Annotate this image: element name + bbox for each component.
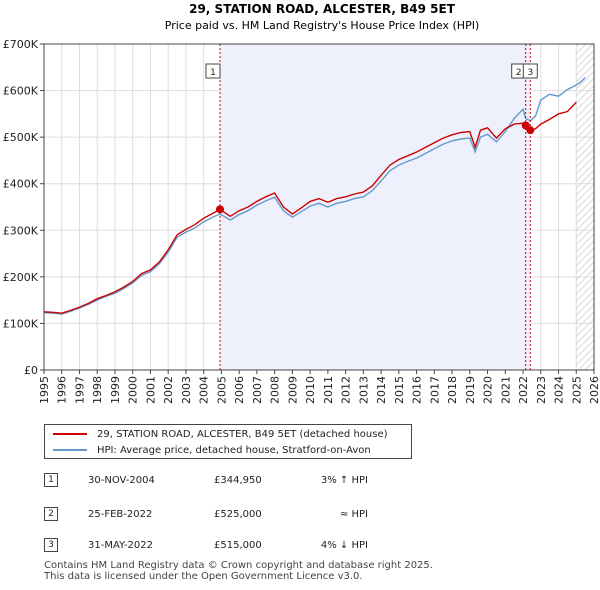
x-tick-label: 2002 bbox=[162, 376, 175, 404]
transaction-row: 2 25-FEB-2022 £525,000 ≈ HPI bbox=[44, 505, 384, 523]
sale-label-box: 3 bbox=[522, 63, 538, 79]
x-tick-label: 2020 bbox=[482, 376, 495, 404]
transaction-hpi: ≈ HPI bbox=[339, 508, 368, 520]
x-tick-label: 2005 bbox=[215, 376, 228, 404]
x-tick-label: 2025 bbox=[570, 376, 583, 404]
x-tick-label: 1998 bbox=[91, 376, 104, 404]
transaction-badge: 3 bbox=[44, 538, 58, 552]
x-tick-label: 2003 bbox=[180, 376, 193, 404]
chart-subtitle: Price paid vs. HM Land Registry's House … bbox=[165, 19, 480, 32]
attribution-footer: Contains HM Land Registry data © Crown c… bbox=[44, 560, 433, 582]
x-tick-label: 2008 bbox=[269, 376, 282, 404]
hpi-line bbox=[43, 77, 586, 315]
property-price-line bbox=[43, 101, 577, 314]
x-tick-label: 2007 bbox=[251, 376, 264, 404]
y-tick-label: £600K bbox=[3, 85, 39, 98]
transaction-row: 3 31-MAY-2022 £515,000 4% ↓ HPI bbox=[44, 536, 384, 554]
x-tick-label: 2006 bbox=[233, 376, 246, 404]
x-tick-label: 2019 bbox=[464, 376, 477, 404]
ownership-shading bbox=[220, 44, 531, 370]
transaction-date: 31-MAY-2022 bbox=[88, 539, 154, 551]
x-tick-label: 2018 bbox=[446, 376, 459, 404]
x-tick-label: 2021 bbox=[499, 376, 512, 404]
forecast-hatch bbox=[576, 44, 594, 370]
x-tick-label: 2004 bbox=[198, 376, 211, 404]
sale-label: 1 bbox=[210, 68, 216, 78]
attribution-line-2: This data is licensed under the Open Gov… bbox=[44, 571, 363, 582]
x-tick-label: 2017 bbox=[428, 376, 441, 404]
y-tick-label: £0 bbox=[24, 364, 38, 377]
sale-label: 2 bbox=[516, 68, 522, 78]
x-tick-label: 2024 bbox=[553, 376, 566, 404]
x-tick-label: 1996 bbox=[56, 376, 69, 404]
x-tick-label: 2013 bbox=[357, 376, 370, 404]
legend: 29, STATION ROAD, ALCESTER, B49 5ET (det… bbox=[44, 424, 412, 459]
x-tick-label: 2026 bbox=[588, 376, 600, 404]
x-tick-label: 2015 bbox=[393, 376, 406, 404]
y-tick-label: £500K bbox=[3, 131, 39, 144]
y-tick-label: £200K bbox=[3, 271, 39, 284]
sale-label: 3 bbox=[527, 68, 533, 78]
x-tick-label: 1999 bbox=[109, 376, 122, 404]
price-chart: 29, STATION ROAD, ALCESTER, B49 5ET Pric… bbox=[3, 2, 600, 404]
chart-title: 29, STATION ROAD, ALCESTER, B49 5ET bbox=[189, 2, 456, 16]
y-tick-label: £300K bbox=[3, 224, 39, 237]
x-tick-label: 2012 bbox=[340, 376, 353, 404]
transaction-price: £525,000 bbox=[214, 508, 262, 520]
x-tick-label: 2011 bbox=[322, 376, 335, 404]
y-tick-label: £700K bbox=[3, 38, 39, 51]
x-tick-label: 2009 bbox=[286, 376, 299, 404]
x-tick-label: 2010 bbox=[304, 376, 317, 404]
x-tick-label: 2023 bbox=[535, 376, 548, 404]
legend-label-property: 29, STATION ROAD, ALCESTER, B49 5ET (det… bbox=[97, 428, 388, 440]
x-tick-label: 2016 bbox=[411, 376, 424, 404]
transaction-date: 25-FEB-2022 bbox=[88, 508, 153, 520]
attribution-line-1: Contains HM Land Registry data © Crown c… bbox=[44, 560, 433, 571]
x-tick-label: 2001 bbox=[144, 376, 157, 404]
x-tick-label: 1997 bbox=[73, 376, 86, 404]
legend-swatch-hpi bbox=[53, 449, 87, 451]
transaction-price: £344,950 bbox=[214, 474, 262, 486]
legend-swatch-property bbox=[53, 433, 87, 435]
y-tick-label: £100K bbox=[3, 317, 39, 330]
transaction-hpi: 3% ↑ HPI bbox=[320, 474, 368, 486]
transaction-badge: 1 bbox=[44, 473, 58, 487]
legend-item-hpi: HPI: Average price, detached house, Stra… bbox=[53, 442, 371, 458]
sale-point bbox=[216, 205, 224, 214]
transaction-date: 30-NOV-2004 bbox=[88, 474, 155, 486]
plot-frame bbox=[43, 43, 595, 371]
transaction-row: 1 30-NOV-2004 £344,950 3% ↑ HPI bbox=[44, 471, 384, 489]
transaction-price: £515,000 bbox=[214, 539, 262, 551]
x-tick-label: 2014 bbox=[375, 376, 388, 404]
transaction-hpi: 4% ↓ HPI bbox=[320, 539, 368, 551]
x-tick-label: 1995 bbox=[38, 376, 51, 404]
legend-item-property: 29, STATION ROAD, ALCESTER, B49 5ET (det… bbox=[53, 426, 388, 442]
legend-label-hpi: HPI: Average price, detached house, Stra… bbox=[97, 444, 371, 456]
x-tick-label: 2022 bbox=[517, 376, 530, 404]
sale-point bbox=[526, 126, 535, 135]
x-tick-label: 2000 bbox=[127, 376, 140, 404]
transaction-badge: 2 bbox=[44, 507, 58, 521]
sale-label-box: 1 bbox=[205, 63, 221, 79]
y-tick-label: £400K bbox=[3, 178, 39, 191]
